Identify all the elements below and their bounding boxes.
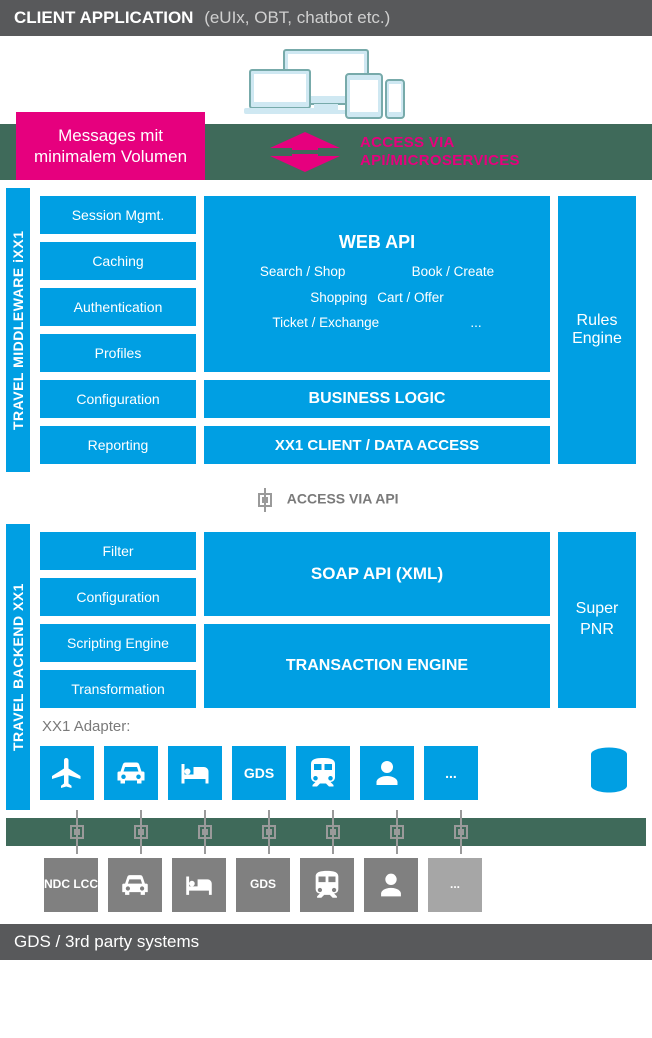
person-icon <box>374 868 408 902</box>
devices-illustration <box>0 36 652 124</box>
gds-car <box>108 858 162 912</box>
rules-engine: Rules Engine <box>558 196 636 464</box>
mw-config: Configuration <box>40 380 196 418</box>
backend-label: TRAVEL BACKEND XX1 <box>6 524 30 810</box>
soap-api: SOAP API (XML) <box>204 532 550 616</box>
bed-icon <box>177 755 213 791</box>
gds-gds: GDS <box>236 858 290 912</box>
adapter-train <box>296 746 350 800</box>
super-pnr: Super PNR <box>558 532 636 708</box>
mw-reporting: Reporting <box>40 426 196 464</box>
adapter-gds: GDS <box>232 746 286 800</box>
connector-icon <box>258 810 280 854</box>
connector-icon <box>450 810 472 854</box>
backend-grid: Filter Configuration Scripting Engine Tr… <box>30 524 646 810</box>
middleware-section: TRAVEL MIDDLEWARE iXX1 Session Mgmt. Cac… <box>6 188 646 472</box>
be-filter: Filter <box>40 532 196 570</box>
connector-icon <box>130 810 152 854</box>
mw-auth: Authentication <box>40 288 196 326</box>
bidir-arrows-icon <box>260 130 350 174</box>
be-config: Configuration <box>40 578 196 616</box>
gds-title: GDS / 3rd party systems <box>14 932 199 951</box>
webapi-title: WEB API <box>339 232 415 253</box>
middleware-label: TRAVEL MIDDLEWARE iXX1 <box>6 188 30 472</box>
be-script: Scripting Engine <box>40 624 196 662</box>
access-via-api-band: ACCESS VIA API <box>0 480 652 516</box>
gds-person <box>364 858 418 912</box>
car-icon <box>118 868 152 902</box>
access-mid-label: ACCESS VIA API <box>287 491 399 507</box>
adapter-label: XX1 Adapter: <box>40 716 636 735</box>
middleware-grid: Session Mgmt. Caching Authentication Pro… <box>30 188 646 472</box>
mw-caching: Caching <box>40 242 196 280</box>
devices-icon <box>236 46 416 124</box>
adapter-more: ... <box>424 746 478 800</box>
client-app-bar: CLIENT APPLICATION (eUIx, OBT, chatbot e… <box>0 0 652 36</box>
webapi-ops: Search / Shop Book / Create Shopping Car… <box>227 259 528 336</box>
connector-icon <box>194 810 216 854</box>
adapter-plane <box>40 746 94 800</box>
connector-icon <box>322 810 344 854</box>
connector-icon <box>386 810 408 854</box>
data-access: XX1 CLIENT / DATA ACCESS <box>204 426 550 464</box>
access-band-top: Messages mit minimalem Volumen ACCESS VI… <box>0 124 652 180</box>
pink-line2: minimalem Volumen <box>34 146 187 167</box>
train-icon <box>305 755 341 791</box>
connector-icon <box>66 810 88 854</box>
person-icon <box>369 755 405 791</box>
connector-row <box>50 810 488 854</box>
gds-train <box>300 858 354 912</box>
gds-ndc: NDC LCC <box>44 858 98 912</box>
bed-icon <box>182 868 216 902</box>
client-title: CLIENT APPLICATION <box>14 8 193 27</box>
gds-more: ... <box>428 858 482 912</box>
connector-band <box>6 818 646 846</box>
adapter-row: GDS ... <box>40 743 636 802</box>
train-icon <box>310 868 344 902</box>
client-sub: (eUIx, OBT, chatbot etc.) <box>204 8 390 27</box>
business-logic: BUSINESS LOGIC <box>204 380 550 418</box>
web-api-box: WEB API Search / Shop Book / Create Shop… <box>204 196 550 372</box>
mw-profiles: Profiles <box>40 334 196 372</box>
pink-line1: Messages mit <box>34 125 187 146</box>
adapter-bed <box>168 746 222 800</box>
transaction-engine: TRANSACTION ENGINE <box>204 624 550 708</box>
gds-adapter-row: NDC LCC GDS ... <box>44 858 646 912</box>
backend-section: TRAVEL BACKEND XX1 Filter Configuration … <box>6 524 646 810</box>
adapter-car <box>104 746 158 800</box>
plane-icon <box>49 755 85 791</box>
access-via-label: ACCESS VIA API/MICROSERVICES <box>360 134 520 170</box>
gds-bar: GDS / 3rd party systems <box>0 924 652 960</box>
connector-icon <box>253 488 277 512</box>
car-icon <box>113 755 149 791</box>
adapter-person <box>360 746 414 800</box>
mw-session: Session Mgmt. <box>40 196 196 234</box>
gds-bed <box>172 858 226 912</box>
be-transform: Transformation <box>40 670 196 708</box>
messages-callout: Messages mit minimalem Volumen <box>16 112 205 180</box>
database-icon <box>582 743 636 802</box>
